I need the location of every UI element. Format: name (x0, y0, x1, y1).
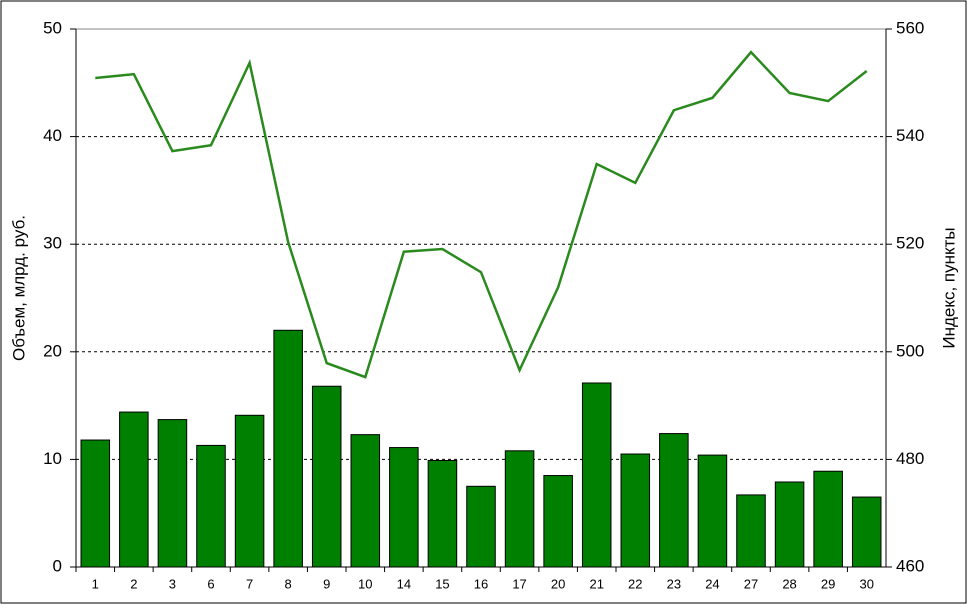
x-tick-label: 2 (130, 576, 137, 591)
bar (581, 382, 612, 568)
x-tick-label: 14 (397, 576, 411, 591)
y-tick-label: 50 (43, 18, 62, 37)
bar (234, 414, 265, 568)
y-tick-label: 0 (53, 556, 62, 575)
bar (389, 447, 419, 568)
y2-tick-label: 460 (896, 556, 924, 575)
bar (80, 439, 111, 568)
bar (620, 453, 651, 568)
x-tick-label: 24 (705, 576, 719, 591)
bar (311, 385, 342, 568)
line (95, 50, 868, 379)
x-tick-label: 10 (358, 576, 372, 591)
x-tick-label: 27 (744, 576, 758, 591)
y-tick-label: 10 (43, 449, 62, 468)
y-axis-label: Объем, млрд. руб. (9, 215, 28, 361)
y2-tick-label: 540 (896, 126, 924, 145)
bar (697, 454, 728, 568)
bar (659, 433, 689, 568)
bar (774, 481, 805, 568)
x-tick-label: 21 (589, 576, 603, 591)
bar (119, 411, 149, 568)
x-tick-label: 1 (92, 576, 99, 591)
x-tick-label: 29 (821, 576, 835, 591)
y2-tick-label: 480 (896, 449, 924, 468)
bar (851, 496, 882, 568)
bar (273, 329, 303, 568)
bar (350, 434, 381, 568)
x-tick-label: 3 (169, 576, 176, 591)
bar (196, 444, 226, 568)
y2-axis-label: Индекс, пункты (939, 227, 958, 348)
y2-tick-label: 560 (896, 18, 924, 37)
bar (813, 470, 843, 568)
x-tick-label: 30 (859, 576, 873, 591)
x-tick-label: 17 (512, 576, 526, 591)
y-tick-label: 20 (43, 341, 62, 360)
x-tick-label: 9 (323, 576, 330, 591)
bar (736, 494, 766, 568)
x-tick-label: 28 (782, 576, 796, 591)
y2-tick-label: 520 (896, 234, 924, 253)
x-tick-label: 20 (551, 576, 565, 591)
bar (504, 450, 535, 568)
bar (427, 459, 458, 568)
y-tick-label: 40 (43, 126, 62, 145)
x-tick-label: 16 (474, 576, 488, 591)
x-tick-label: 22 (628, 576, 642, 591)
y2-tick-label: 500 (896, 341, 924, 360)
x-tick-label: 23 (667, 576, 681, 591)
x-tick-label: 8 (285, 576, 292, 591)
x-tick-label: 6 (207, 576, 214, 591)
bar (466, 485, 496, 568)
x-tick-label: 15 (435, 576, 449, 591)
y-tick-label: 30 (43, 234, 62, 253)
x-tick-label: 7 (246, 576, 253, 591)
bar (157, 419, 188, 568)
bar (543, 475, 573, 568)
